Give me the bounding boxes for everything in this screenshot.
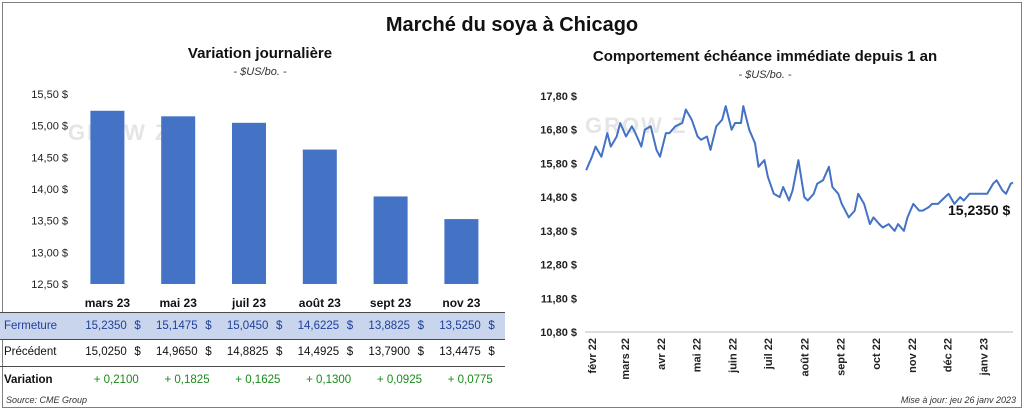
x-tick-label: mars 22 [620,338,632,380]
x-tick-label: nov 22 [907,338,919,373]
y-tick-label: 16,80 $ [540,125,577,137]
y-tick-label: 15,00 $ [31,121,68,133]
table-cell: 13,5250 [439,320,481,332]
line-chart-subtitle: - $US/bo. - [738,69,792,81]
y-tick-label: 13,00 $ [31,247,68,259]
y-tick-label: 12,80 $ [540,260,577,272]
y-tick-label: 14,50 $ [31,152,68,164]
currency-symbol: $ [346,346,354,358]
y-tick-label: 13,50 $ [31,216,68,228]
y-tick-label: 14,80 $ [540,192,577,204]
table-cell: 13,4475 [439,346,481,358]
table-cell: + 0,1625 [235,374,281,386]
table-row-close: Fermeture 15,2350 $15,1475 $15,0450 $14,622… [0,312,505,340]
bar-chart-title: Variation journalière [187,45,333,62]
table-cell: 14,9650 [156,346,198,358]
bar [302,149,337,284]
table-cell: + 0,2100 [93,374,139,386]
table-cell: 14,4925 [297,346,340,358]
currency-symbol: $ [205,346,212,358]
table-cell: 13,7900 [368,346,410,358]
y-tick-label: 15,80 $ [540,158,577,170]
bar [444,219,479,284]
x-tick-label: juin 22 [728,338,740,374]
table-cell: 15,2350 [85,320,127,332]
x-tick-label: mai 22 [691,338,703,372]
currency-symbol: $ [417,320,424,332]
currency-symbol: $ [275,320,283,332]
row-label: Précédent [4,346,57,358]
price-series-line [585,105,1014,232]
bar-chart: GROW Z 12,50 $13,00 $13,50 $14,00 $14,50… [31,89,480,310]
bar [232,122,266,284]
table-cell: + 0,1825 [164,374,210,386]
y-tick-label: 12,50 $ [31,279,68,291]
currency-symbol: $ [488,346,495,358]
x-tick-label: janv 23 [979,338,991,376]
x-tick-label: déc 22 [942,338,954,372]
x-tick-label: févr 22 [587,338,599,373]
bar-chart-subtitle: - $US/bo. - [233,66,287,78]
y-tick-label: 10,80 $ [540,327,577,339]
y-tick-label: 11,80 $ [541,293,577,305]
table-cell: 14,8825 [226,346,269,358]
x-tick-label: sept 22 [836,338,848,376]
currency-symbol: $ [488,320,495,332]
x-tick-label: août 23 [299,296,341,310]
last-value-label: 15,2350 $ [948,202,1010,218]
x-tick-label: nov 23 [442,296,480,310]
table-cell: 13,8825 [368,320,410,332]
x-tick-label: août 22 [799,338,811,377]
table-cell: + 0,0925 [376,374,422,386]
update-note: Mise à jour: jeu 26 janv 2023 [900,395,1016,405]
x-tick-label: mars 23 [85,296,131,310]
table-cell: + 0,0775 [447,374,493,386]
currency-symbol: $ [134,320,141,332]
currency-symbol: $ [205,320,212,332]
x-tick-label: avr 22 [656,338,668,370]
x-tick-label: oct 22 [871,338,883,370]
y-tick-label: 15,50 $ [31,89,68,101]
table-cell: 14,6225 [297,320,340,332]
table-row-variation: Variation + 0,2100 + 0,1825 + 0,1625 + 0,13… [0,366,505,393]
y-tick-label: 17,80 $ [540,91,577,103]
table-row-previous: Précédent 15,0250 $14,9650 $14,8825 $14,492… [0,339,505,365]
row-label: Variation [4,374,53,386]
table-cell: 15,1475 [156,320,198,332]
currency-symbol: $ [275,346,283,358]
x-tick-label: juil 22 [763,338,775,370]
x-tick-label: juil 23 [231,296,266,310]
currency-symbol: $ [346,320,354,332]
bar [373,196,408,284]
currency-symbol: $ [417,346,424,358]
page-title: Marché du soya à Chicago [385,14,639,36]
table-cell: + 0,1300 [306,374,352,386]
y-tick-label: 13,80 $ [540,226,577,238]
x-tick-label: mai 23 [160,296,198,310]
table-cell: 15,0450 [226,320,269,332]
table-cell: 15,0250 [85,346,127,358]
bar [90,110,125,285]
line-chart: GROW Z 10,80 $11,80 $12,80 $13,80 $14,80… [540,91,1014,380]
row-label: Fermeture [4,320,58,332]
currency-symbol: $ [134,346,141,358]
source-note: Source: CME Group [6,395,88,405]
y-tick-label: 14,00 $ [31,184,68,196]
x-tick-label: sept 23 [370,296,412,310]
line-chart-title: Comportement échéance immédiate depuis 1… [592,48,938,65]
bar [161,116,196,284]
